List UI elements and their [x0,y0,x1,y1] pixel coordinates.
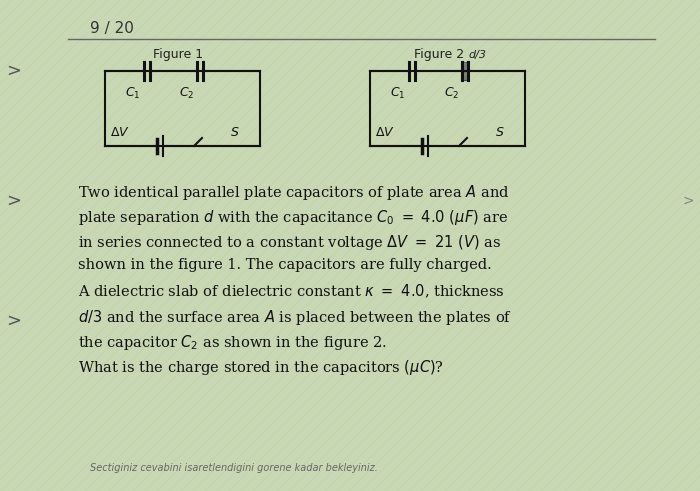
Text: >: > [6,312,22,330]
Text: >: > [682,194,694,208]
Bar [462,62,468,80]
Text: What is the charge stored in the capacitors $(\mu C)$?: What is the charge stored in the capacit… [78,358,444,377]
Text: Two identical parallel plate capacitors of plate area $A$ and: Two identical parallel plate capacitors … [78,183,510,202]
Text: in series connected to a constant voltage $\Delta V\ =\ 21\ (V)$ as: in series connected to a constant voltag… [78,233,501,252]
Text: >: > [6,192,22,210]
Text: $\Delta V$: $\Delta V$ [375,126,395,138]
Text: $d/3$ and the surface area $A$ is placed between the plates of: $d/3$ and the surface area $A$ is placed… [78,308,512,327]
Text: 9 / 20: 9 / 20 [90,21,134,36]
Text: A dielectric slab of dielectric constant $\kappa\ =\ 4.0$, thickness: A dielectric slab of dielectric constant… [78,283,505,300]
Text: $C_1$: $C_1$ [125,85,141,101]
Text: d/3: d/3 [468,50,486,60]
Text: $C_2$: $C_2$ [444,85,460,101]
Text: plate separation $d$ with the capacitance $C_0\ =\ 4.0\ (\mu F)$ are: plate separation $d$ with the capacitanc… [78,208,508,227]
Text: Figure 2: Figure 2 [414,48,465,61]
Text: $S$: $S$ [495,126,505,138]
Text: Sectiginiz cevabini isaretlendigini gorene kadar bekleyiniz.: Sectiginiz cevabini isaretlendigini gore… [90,463,378,473]
Text: Figure 1: Figure 1 [153,48,203,61]
Text: $\Delta V$: $\Delta V$ [110,126,130,138]
Text: $S$: $S$ [230,126,240,138]
Text: $C_1$: $C_1$ [391,85,406,101]
Text: >: > [6,62,22,80]
Text: $C_2$: $C_2$ [179,85,195,101]
Text: the capacitor $C_2$ as shown in the figure 2.: the capacitor $C_2$ as shown in the figu… [78,333,387,352]
Text: shown in the figure 1. The capacitors are fully charged.: shown in the figure 1. The capacitors ar… [78,258,491,272]
